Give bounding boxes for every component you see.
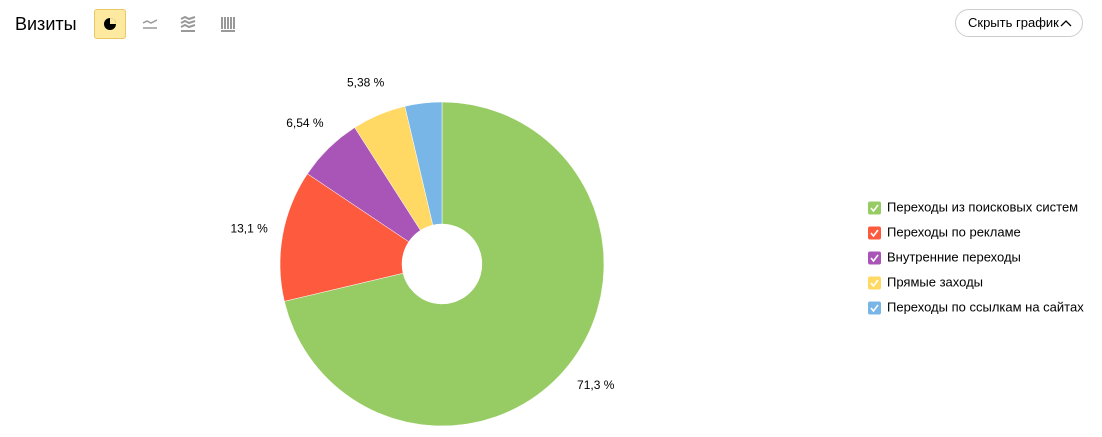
icon <box>104 18 116 30</box>
legend-item[interactable]: Переходы из поисковых систем <box>868 199 1078 215</box>
legend-checkbox <box>868 201 881 215</box>
legend-item[interactable]: Переходы по ссылкам на сайтах <box>868 299 1084 315</box>
line-view-button[interactable] <box>134 9 166 39</box>
icon <box>221 17 235 32</box>
icon <box>142 19 158 29</box>
button-label: Скрыть график <box>968 15 1059 30</box>
legend-check <box>870 229 879 238</box>
legend-check <box>870 304 879 313</box>
legend-item[interactable]: Прямые заходы <box>868 274 983 290</box>
data-label: 5,38 % <box>347 76 385 90</box>
hide-chart-button[interactable]: Скрыть график <box>955 9 1083 37</box>
legend-label: Переходы по рекламе <box>887 224 1021 239</box>
legend-checkbox <box>868 251 881 265</box>
legend-checkbox <box>868 226 881 240</box>
legend-item[interactable]: Внутренние переходы <box>868 249 1021 265</box>
legend-item[interactable]: Переходы по рекламе <box>868 224 1021 240</box>
data-label: 71,3 % <box>577 378 615 392</box>
area-view-button[interactable] <box>172 9 204 39</box>
legend-checkbox <box>868 276 881 290</box>
legend-label: Внутренние переходы <box>887 249 1021 264</box>
data-label: 13,1 % <box>230 221 268 235</box>
pie-slice <box>284 101 605 427</box>
bar-view-button[interactable] <box>212 9 244 39</box>
legend-check <box>870 254 879 263</box>
legend-checkbox <box>868 301 881 315</box>
pie-view-button[interactable] <box>94 9 126 39</box>
legend-label: Переходы из поисковых систем <box>887 199 1078 214</box>
data-label: 6,54 % <box>286 116 324 130</box>
icon <box>180 15 196 32</box>
legend-label: Переходы по ссылкам на сайтах <box>887 299 1084 314</box>
legend-check <box>870 204 879 213</box>
legend-check <box>870 279 879 288</box>
icon <box>1060 20 1072 27</box>
pie-slice <box>279 173 410 302</box>
pie-slice <box>404 101 443 226</box>
page-title: Визиты <box>15 14 77 34</box>
legend-label: Прямые заходы <box>887 274 983 289</box>
